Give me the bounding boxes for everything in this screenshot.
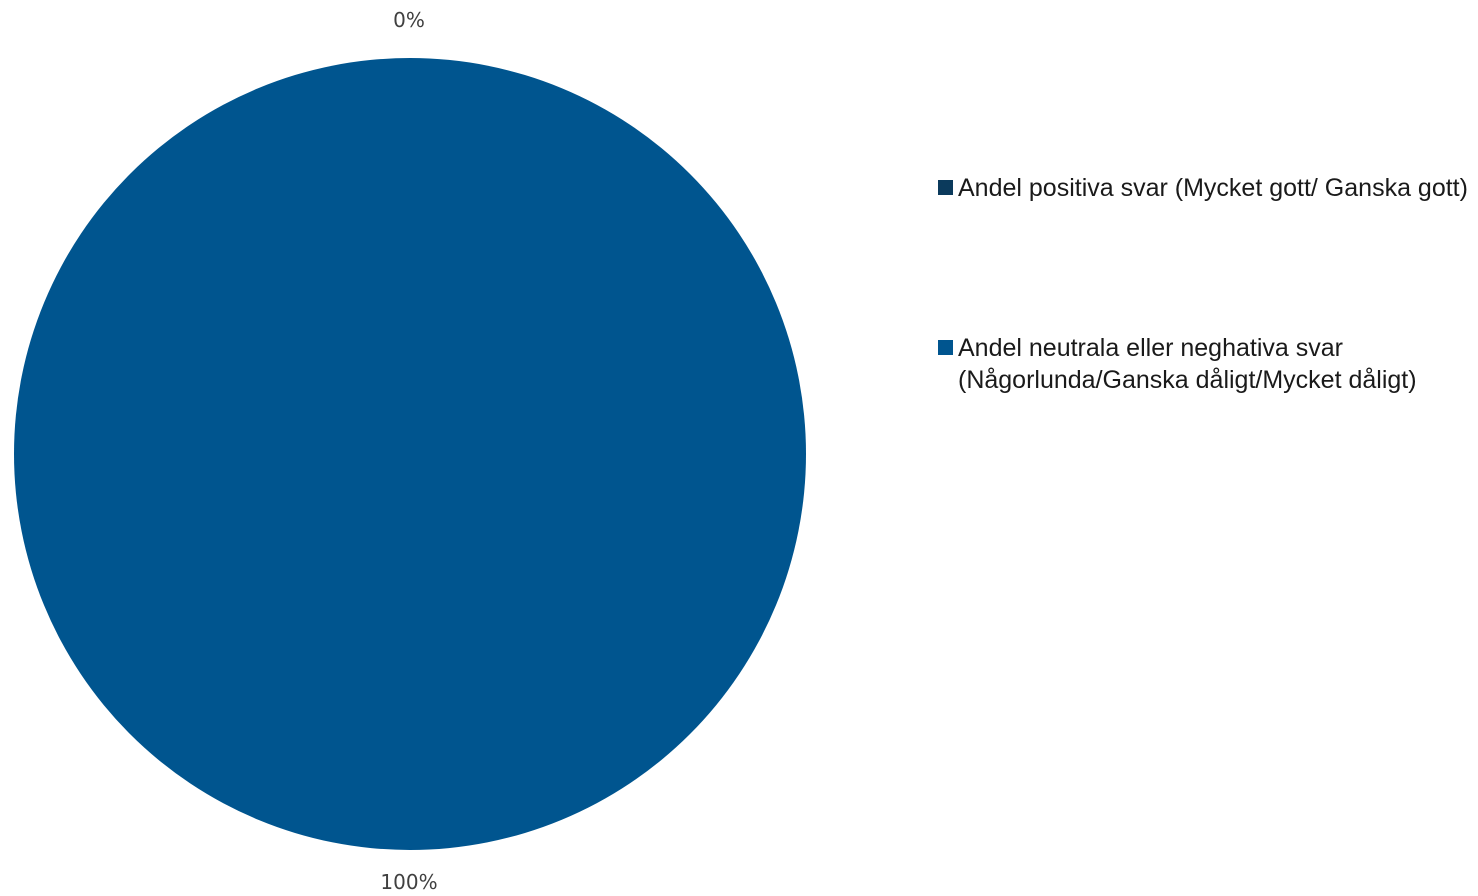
pie-slice-1 xyxy=(14,58,806,850)
legend-label-positive: Andel positiva svar (Mycket gott/ Ganska… xyxy=(958,172,1478,204)
legend-swatch-neutral-negative xyxy=(938,340,953,355)
legend-item-neutral-negative: Andel neutrala eller neghativa svar (Någ… xyxy=(938,332,1478,396)
pie-slices xyxy=(14,58,806,850)
slice-label-neutral-negative: 100% xyxy=(380,870,437,894)
legend-swatch-positive xyxy=(938,180,953,195)
slice-label-positive: 0% xyxy=(393,8,425,32)
legend-label-neutral-negative: Andel neutrala eller neghativa svar (Någ… xyxy=(958,332,1478,396)
chart-legend: Andel positiva svar (Mycket gott/ Ganska… xyxy=(938,172,1478,524)
legend-item-positive: Andel positiva svar (Mycket gott/ Ganska… xyxy=(938,172,1478,204)
